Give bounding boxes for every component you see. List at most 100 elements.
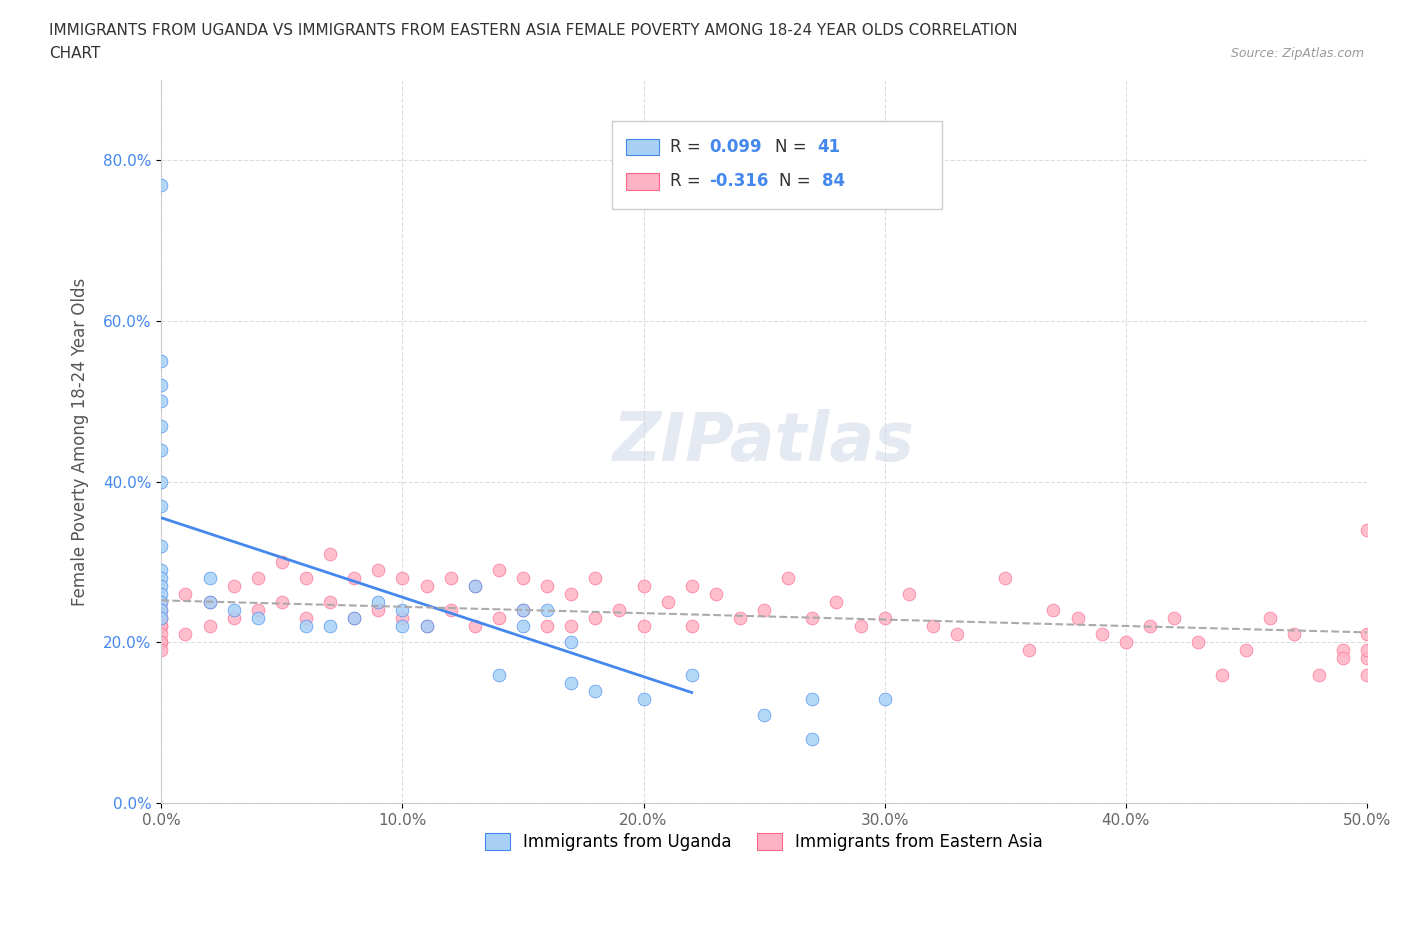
Point xyxy=(609,603,631,618)
Point xyxy=(1355,667,1378,682)
Point xyxy=(657,595,679,610)
Point xyxy=(222,603,245,618)
Point xyxy=(1042,603,1064,618)
Point xyxy=(150,643,173,658)
Point xyxy=(1066,611,1088,626)
Point xyxy=(150,611,173,626)
Point xyxy=(560,635,582,650)
Point xyxy=(583,611,606,626)
Point xyxy=(150,563,173,578)
Point xyxy=(560,587,582,602)
Point xyxy=(150,611,173,626)
Point xyxy=(728,611,751,626)
Text: R =: R = xyxy=(669,138,706,156)
Point xyxy=(391,571,413,586)
Point xyxy=(633,618,655,633)
Point xyxy=(778,571,800,586)
Text: ZIPatlas: ZIPatlas xyxy=(613,408,915,474)
Point xyxy=(1163,611,1185,626)
Point xyxy=(198,618,221,633)
Point xyxy=(464,578,486,593)
Point xyxy=(583,684,606,698)
Point xyxy=(1018,643,1040,658)
Point xyxy=(198,595,221,610)
Y-axis label: Female Poverty Among 18-24 Year Olds: Female Poverty Among 18-24 Year Olds xyxy=(72,277,89,605)
Point xyxy=(246,603,269,618)
Point xyxy=(150,635,173,650)
Point xyxy=(1234,643,1257,658)
Point xyxy=(150,538,173,553)
Point xyxy=(415,618,437,633)
Point xyxy=(367,603,389,618)
Text: N =: N = xyxy=(779,172,817,191)
Point xyxy=(150,474,173,489)
Point xyxy=(464,618,486,633)
Point xyxy=(897,587,920,602)
Point xyxy=(150,353,173,368)
Point xyxy=(801,691,824,706)
Point xyxy=(343,571,366,586)
Point xyxy=(246,571,269,586)
Point xyxy=(560,618,582,633)
Legend: Immigrants from Uganda, Immigrants from Eastern Asia: Immigrants from Uganda, Immigrants from … xyxy=(477,825,1052,860)
Point xyxy=(150,498,173,513)
Point xyxy=(633,578,655,593)
Point xyxy=(873,691,896,706)
Point xyxy=(150,418,173,433)
Point xyxy=(536,603,558,618)
Point xyxy=(512,618,534,633)
Point xyxy=(415,618,437,633)
Point xyxy=(295,611,318,626)
Point xyxy=(1187,635,1209,650)
Point xyxy=(150,587,173,602)
Point xyxy=(319,618,342,633)
Point xyxy=(343,611,366,626)
Point xyxy=(464,578,486,593)
Point xyxy=(1211,667,1233,682)
Text: IMMIGRANTS FROM UGANDA VS IMMIGRANTS FROM EASTERN ASIA FEMALE POVERTY AMONG 18-2: IMMIGRANTS FROM UGANDA VS IMMIGRANTS FRO… xyxy=(49,23,1018,38)
Point xyxy=(440,571,463,586)
Point xyxy=(946,627,969,642)
Point xyxy=(174,627,197,642)
Point xyxy=(391,618,413,633)
Point xyxy=(1260,611,1282,626)
Point xyxy=(1139,618,1161,633)
Point xyxy=(1355,627,1378,642)
Point xyxy=(222,611,245,626)
Point xyxy=(150,627,173,642)
Point xyxy=(150,394,173,409)
Point xyxy=(174,587,197,602)
Point xyxy=(801,731,824,746)
Point xyxy=(801,611,824,626)
Point xyxy=(1355,643,1378,658)
Point xyxy=(488,563,510,578)
Point xyxy=(704,587,727,602)
Text: Source: ZipAtlas.com: Source: ZipAtlas.com xyxy=(1230,46,1364,60)
Point xyxy=(150,177,173,192)
Point xyxy=(150,618,173,633)
Point xyxy=(150,378,173,392)
Point xyxy=(270,595,292,610)
Text: 41: 41 xyxy=(817,138,841,156)
Point xyxy=(488,611,510,626)
Point xyxy=(295,618,318,633)
Point xyxy=(150,571,173,586)
Point xyxy=(391,611,413,626)
Point xyxy=(1091,627,1114,642)
Text: -0.316: -0.316 xyxy=(709,172,769,191)
Point xyxy=(873,611,896,626)
Point xyxy=(583,571,606,586)
Point xyxy=(150,635,173,650)
Point xyxy=(343,611,366,626)
Point xyxy=(681,667,703,682)
Point xyxy=(681,578,703,593)
Point xyxy=(246,611,269,626)
Point xyxy=(1355,651,1378,666)
Text: 84: 84 xyxy=(821,172,845,191)
Point xyxy=(319,547,342,562)
Point xyxy=(198,571,221,586)
Point xyxy=(633,691,655,706)
Point xyxy=(391,603,413,618)
Text: N =: N = xyxy=(775,138,813,156)
Point xyxy=(825,595,848,610)
